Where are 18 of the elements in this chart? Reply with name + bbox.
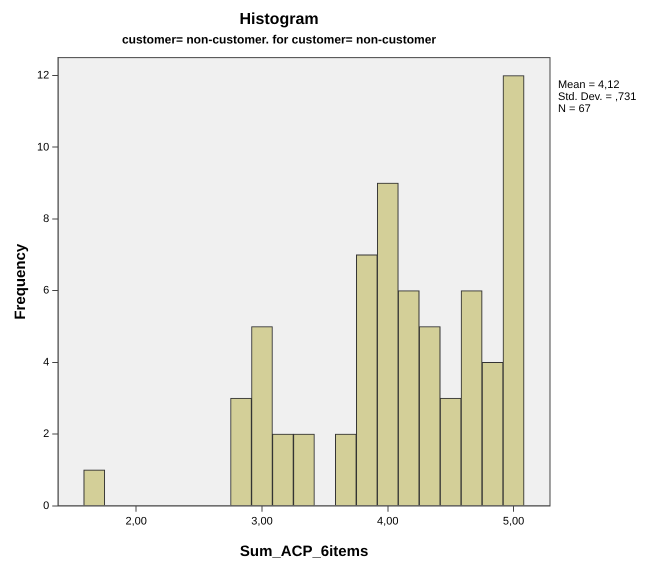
y-tick-label: 12	[36, 70, 50, 82]
y-tick-label: 4	[43, 356, 50, 368]
y-tick-label: 0	[43, 500, 50, 512]
y-tick-label: 8	[43, 212, 50, 225]
x-tick-label: 5,00	[502, 515, 524, 528]
y-tick-label: 6	[43, 284, 50, 297]
x-tick-label: 3,00	[251, 515, 273, 528]
x-axis-title: Sum_ACP_6items	[240, 543, 368, 560]
chart-subtitle: customer= non-customer. for customer= non-customer	[122, 32, 436, 47]
x-tick-label: 4,00	[377, 515, 398, 528]
text: N = 67	[558, 103, 591, 116]
y-tick-label: 10	[36, 141, 50, 154]
x-tick-label: 2,00	[126, 515, 147, 528]
chart-title: Histogram	[239, 11, 319, 28]
y-axis-title: Frequency	[12, 243, 30, 320]
y-tick-label: 2	[43, 428, 50, 440]
text: Mean = 4,12	[558, 79, 620, 92]
text: Std. Dev. = ,731	[558, 91, 636, 104]
